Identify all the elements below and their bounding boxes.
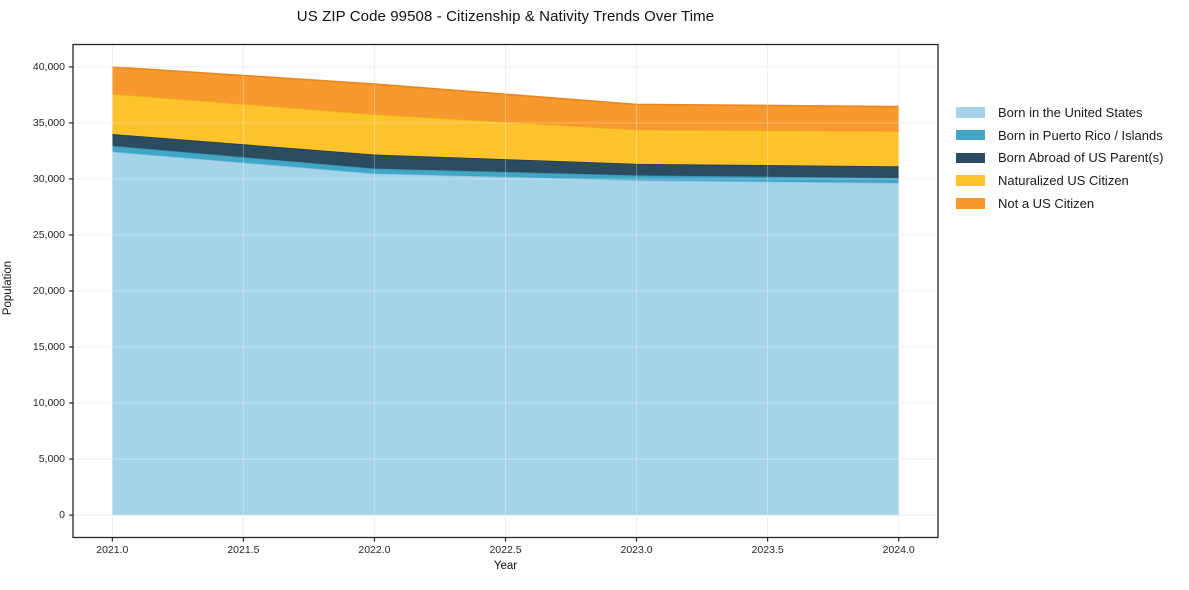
y-tick-label: 20,000 bbox=[32, 285, 65, 297]
area-3 bbox=[112, 134, 899, 178]
legend-row: Naturalized US Citizen bbox=[956, 169, 1163, 192]
x-tick-label: 2021.0 bbox=[96, 543, 129, 556]
area-2 bbox=[112, 145, 899, 183]
y-tick-label: 5,000 bbox=[38, 453, 65, 466]
legend-row: Not a US Citizen bbox=[956, 192, 1163, 215]
legend-row: Born in the United States bbox=[956, 101, 1163, 124]
legend-swatch-icon bbox=[956, 152, 985, 164]
x-tick-label: 2022.0 bbox=[358, 543, 391, 556]
y-tick-label: 25,000 bbox=[32, 228, 65, 241]
x-tick-label: 2022.5 bbox=[489, 543, 522, 556]
area-1 bbox=[112, 151, 899, 516]
area-4 bbox=[112, 93, 899, 167]
y-tick-label: 10,000 bbox=[32, 397, 65, 410]
chart-title: US ZIP Code 99508 - Citizenship & Nativi… bbox=[296, 8, 715, 25]
y-tick-label: 40,000 bbox=[32, 60, 65, 73]
area-edge-5 bbox=[112, 66, 899, 108]
legend-label: Not a US Citizen bbox=[998, 195, 1095, 211]
y-tick-label: 15,000 bbox=[32, 341, 65, 354]
x-axis-label: Year bbox=[493, 560, 518, 572]
y-axis-label: Population bbox=[2, 260, 14, 316]
y-tick-label: 35,000 bbox=[32, 116, 65, 129]
legend-row: Born Abroad of US Parent(s) bbox=[956, 147, 1163, 170]
x-tick-label: 2024.0 bbox=[882, 543, 915, 556]
legend-label: Born in the United States bbox=[998, 104, 1143, 120]
legend-swatch-icon bbox=[956, 175, 985, 186]
legend-label: Born in Puerto Rico / Islands bbox=[998, 127, 1163, 143]
x-tick-label: 2021.5 bbox=[227, 543, 260, 556]
legend-label: Naturalized US Citizen bbox=[998, 173, 1129, 189]
y-tick-label: 30,000 bbox=[32, 172, 65, 185]
y-tick-label: 0 bbox=[59, 509, 65, 522]
legend-swatch-icon bbox=[956, 129, 985, 141]
x-tick-label: 2023.0 bbox=[620, 543, 653, 556]
legend-label: Born Abroad of US Parent(s) bbox=[998, 150, 1164, 166]
x-tick-label: 2023.5 bbox=[751, 543, 784, 556]
legend: Born in the United States Born in Puerto … bbox=[956, 101, 1163, 215]
legend-row: Born in Puerto Rico / Islands bbox=[956, 124, 1163, 147]
area-5 bbox=[112, 67, 899, 132]
legend-swatch-icon bbox=[956, 107, 985, 118]
legend-swatch-icon bbox=[956, 198, 985, 209]
